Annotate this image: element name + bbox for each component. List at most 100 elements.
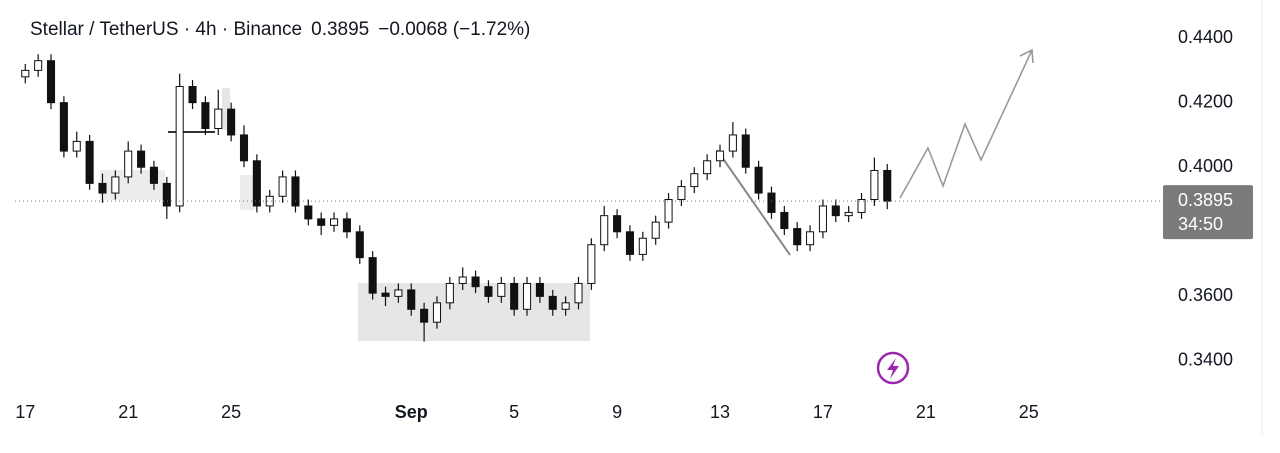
x-tick-label: 21 — [118, 402, 138, 422]
candle-body — [201, 102, 210, 129]
candle-body — [857, 199, 866, 213]
last-price-label: 0.3895 — [1178, 190, 1233, 210]
candle-body — [664, 199, 673, 223]
candle-body — [188, 86, 197, 104]
candle-body — [252, 160, 261, 207]
candle-body — [227, 108, 236, 136]
candle-body — [137, 150, 146, 168]
range-box — [240, 175, 255, 210]
candle-body — [342, 218, 351, 233]
candle-body — [613, 215, 622, 233]
alert-icon[interactable] — [876, 351, 910, 385]
candle-body — [690, 173, 699, 188]
candle-body — [831, 205, 840, 217]
candle-body — [46, 60, 56, 104]
candle-body — [870, 169, 879, 201]
range-box — [222, 88, 230, 130]
candle-body — [445, 282, 454, 304]
candle-body — [355, 231, 364, 259]
y-tick-label: 0.4000 — [1178, 156, 1233, 176]
candle-body — [484, 286, 493, 297]
title-row: Stellar / TetherUS · 4h · Binance 0.3895… — [30, 19, 530, 40]
candle-body — [522, 282, 532, 310]
candle-body — [34, 60, 43, 71]
alert-bolt[interactable] — [887, 358, 899, 379]
candle-body — [574, 282, 583, 304]
candle-body — [754, 166, 763, 194]
candle-body — [368, 257, 377, 294]
candle-body — [715, 150, 725, 162]
candle-body — [420, 308, 429, 323]
projection-arrowhead — [1019, 48, 1034, 64]
countdown-label: 34:50 — [1178, 214, 1223, 234]
candle-body — [394, 289, 403, 297]
candle-body — [458, 276, 467, 284]
candle-body — [59, 102, 68, 152]
candle-body — [149, 166, 158, 184]
candle-body — [162, 182, 171, 207]
candle-body — [21, 69, 30, 78]
range-box — [358, 283, 590, 341]
candle-body — [651, 221, 660, 239]
candle-body — [407, 289, 416, 310]
chart-title: Stellar / TetherUS · 4h · Binance — [30, 19, 302, 40]
candle-body — [883, 169, 892, 202]
candle-body — [780, 211, 789, 230]
candle-body — [124, 150, 133, 178]
candle-body — [72, 140, 81, 152]
x-tick-label: 13 — [710, 402, 730, 422]
candle-body — [471, 276, 480, 288]
candle-body — [767, 192, 776, 213]
candle-body — [741, 134, 750, 168]
price-change: −0.0068 (−1.72%) — [378, 19, 530, 40]
y-tick-label: 0.3400 — [1178, 350, 1233, 370]
candle-body — [600, 215, 609, 246]
candle-body — [317, 218, 326, 226]
trend-line — [716, 149, 791, 256]
last-price-box — [1163, 185, 1253, 240]
candle-body — [638, 237, 647, 255]
candle-body — [548, 295, 557, 310]
x-tick-label: Sep — [395, 402, 428, 422]
candle-body — [291, 176, 300, 207]
candle-body — [806, 231, 815, 246]
x-tick-label: 17 — [813, 402, 833, 422]
candle-body — [510, 282, 519, 310]
candle-body — [844, 211, 853, 217]
candle-body — [677, 186, 686, 201]
candle-body — [793, 228, 802, 246]
candle-body — [497, 282, 506, 297]
x-tick-label: 25 — [221, 402, 241, 422]
x-tick-label: 17 — [15, 402, 35, 422]
candle-body — [728, 134, 737, 152]
candle-body — [98, 182, 107, 194]
candle-body — [703, 160, 712, 175]
x-tick-label: 9 — [612, 402, 622, 422]
candle-body — [625, 231, 634, 255]
candle-body — [239, 134, 249, 162]
candle-body — [535, 282, 544, 297]
y-tick-label: 0.4200 — [1178, 91, 1233, 111]
x-tick-label: 25 — [1019, 402, 1039, 422]
last-price: 0.3895 — [311, 19, 369, 40]
candle-body — [214, 108, 223, 129]
candle-body — [587, 244, 596, 284]
candle-body — [85, 140, 94, 184]
candle-body — [818, 205, 827, 233]
x-tick-label: 21 — [916, 402, 936, 422]
candle-body — [175, 86, 184, 207]
candle-body — [111, 176, 120, 194]
candle-body — [381, 292, 390, 297]
candle-body — [561, 302, 570, 310]
candle-body — [330, 218, 339, 226]
candle-body — [304, 205, 313, 220]
y-tick-label: 0.4400 — [1178, 27, 1233, 47]
x-tick-label: 5 — [509, 402, 519, 422]
candle-body — [432, 302, 442, 323]
y-tick-label: 0.3600 — [1178, 285, 1233, 305]
candle-body — [278, 176, 287, 197]
candle-body — [265, 195, 274, 207]
projection-path — [899, 49, 1033, 199]
